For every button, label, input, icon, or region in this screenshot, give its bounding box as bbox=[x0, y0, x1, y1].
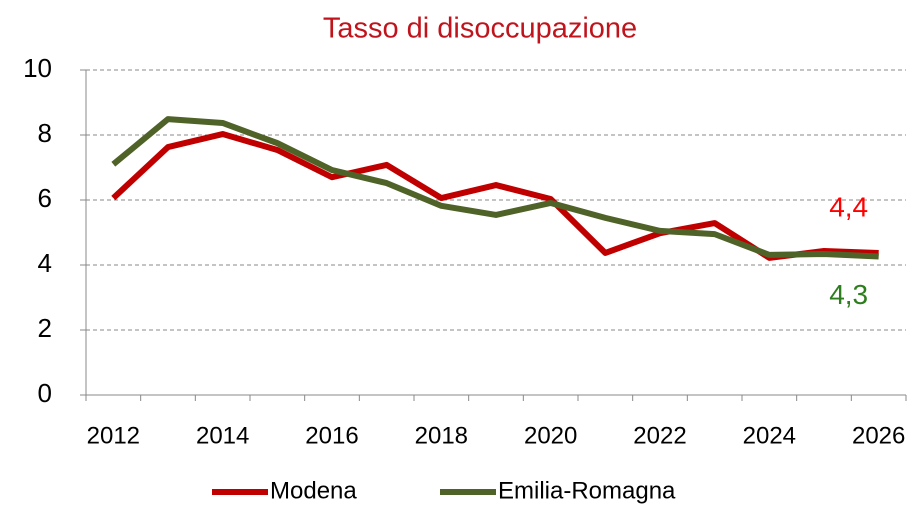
value-label: 4,3 bbox=[829, 279, 868, 310]
y-tick-label: 2 bbox=[38, 313, 52, 343]
value-label: 4,4 bbox=[829, 191, 868, 222]
x-tick-label: 2024 bbox=[743, 422, 796, 449]
x-tick-label: 2016 bbox=[305, 422, 358, 449]
chart-title: Tasso di disoccupazione bbox=[323, 13, 637, 45]
series-line bbox=[111, 116, 879, 260]
y-tick-label: 8 bbox=[38, 118, 52, 148]
y-tick-label: 0 bbox=[38, 378, 52, 408]
y-tick-label: 6 bbox=[38, 183, 52, 213]
x-tick-label: 2026 bbox=[852, 422, 905, 449]
legend-label: Modena bbox=[270, 477, 357, 504]
series-line bbox=[111, 131, 879, 261]
legend-label: Emilia-Romagna bbox=[498, 477, 676, 504]
x-tick-label: 2018 bbox=[415, 422, 468, 449]
y-tick-label: 10 bbox=[23, 53, 52, 83]
x-tick-label: 2014 bbox=[196, 422, 249, 449]
x-tick-label: 2022 bbox=[633, 422, 686, 449]
x-tick-label: 2012 bbox=[87, 422, 140, 449]
x-tick-label: 2020 bbox=[524, 422, 577, 449]
y-tick-label: 4 bbox=[38, 248, 52, 278]
